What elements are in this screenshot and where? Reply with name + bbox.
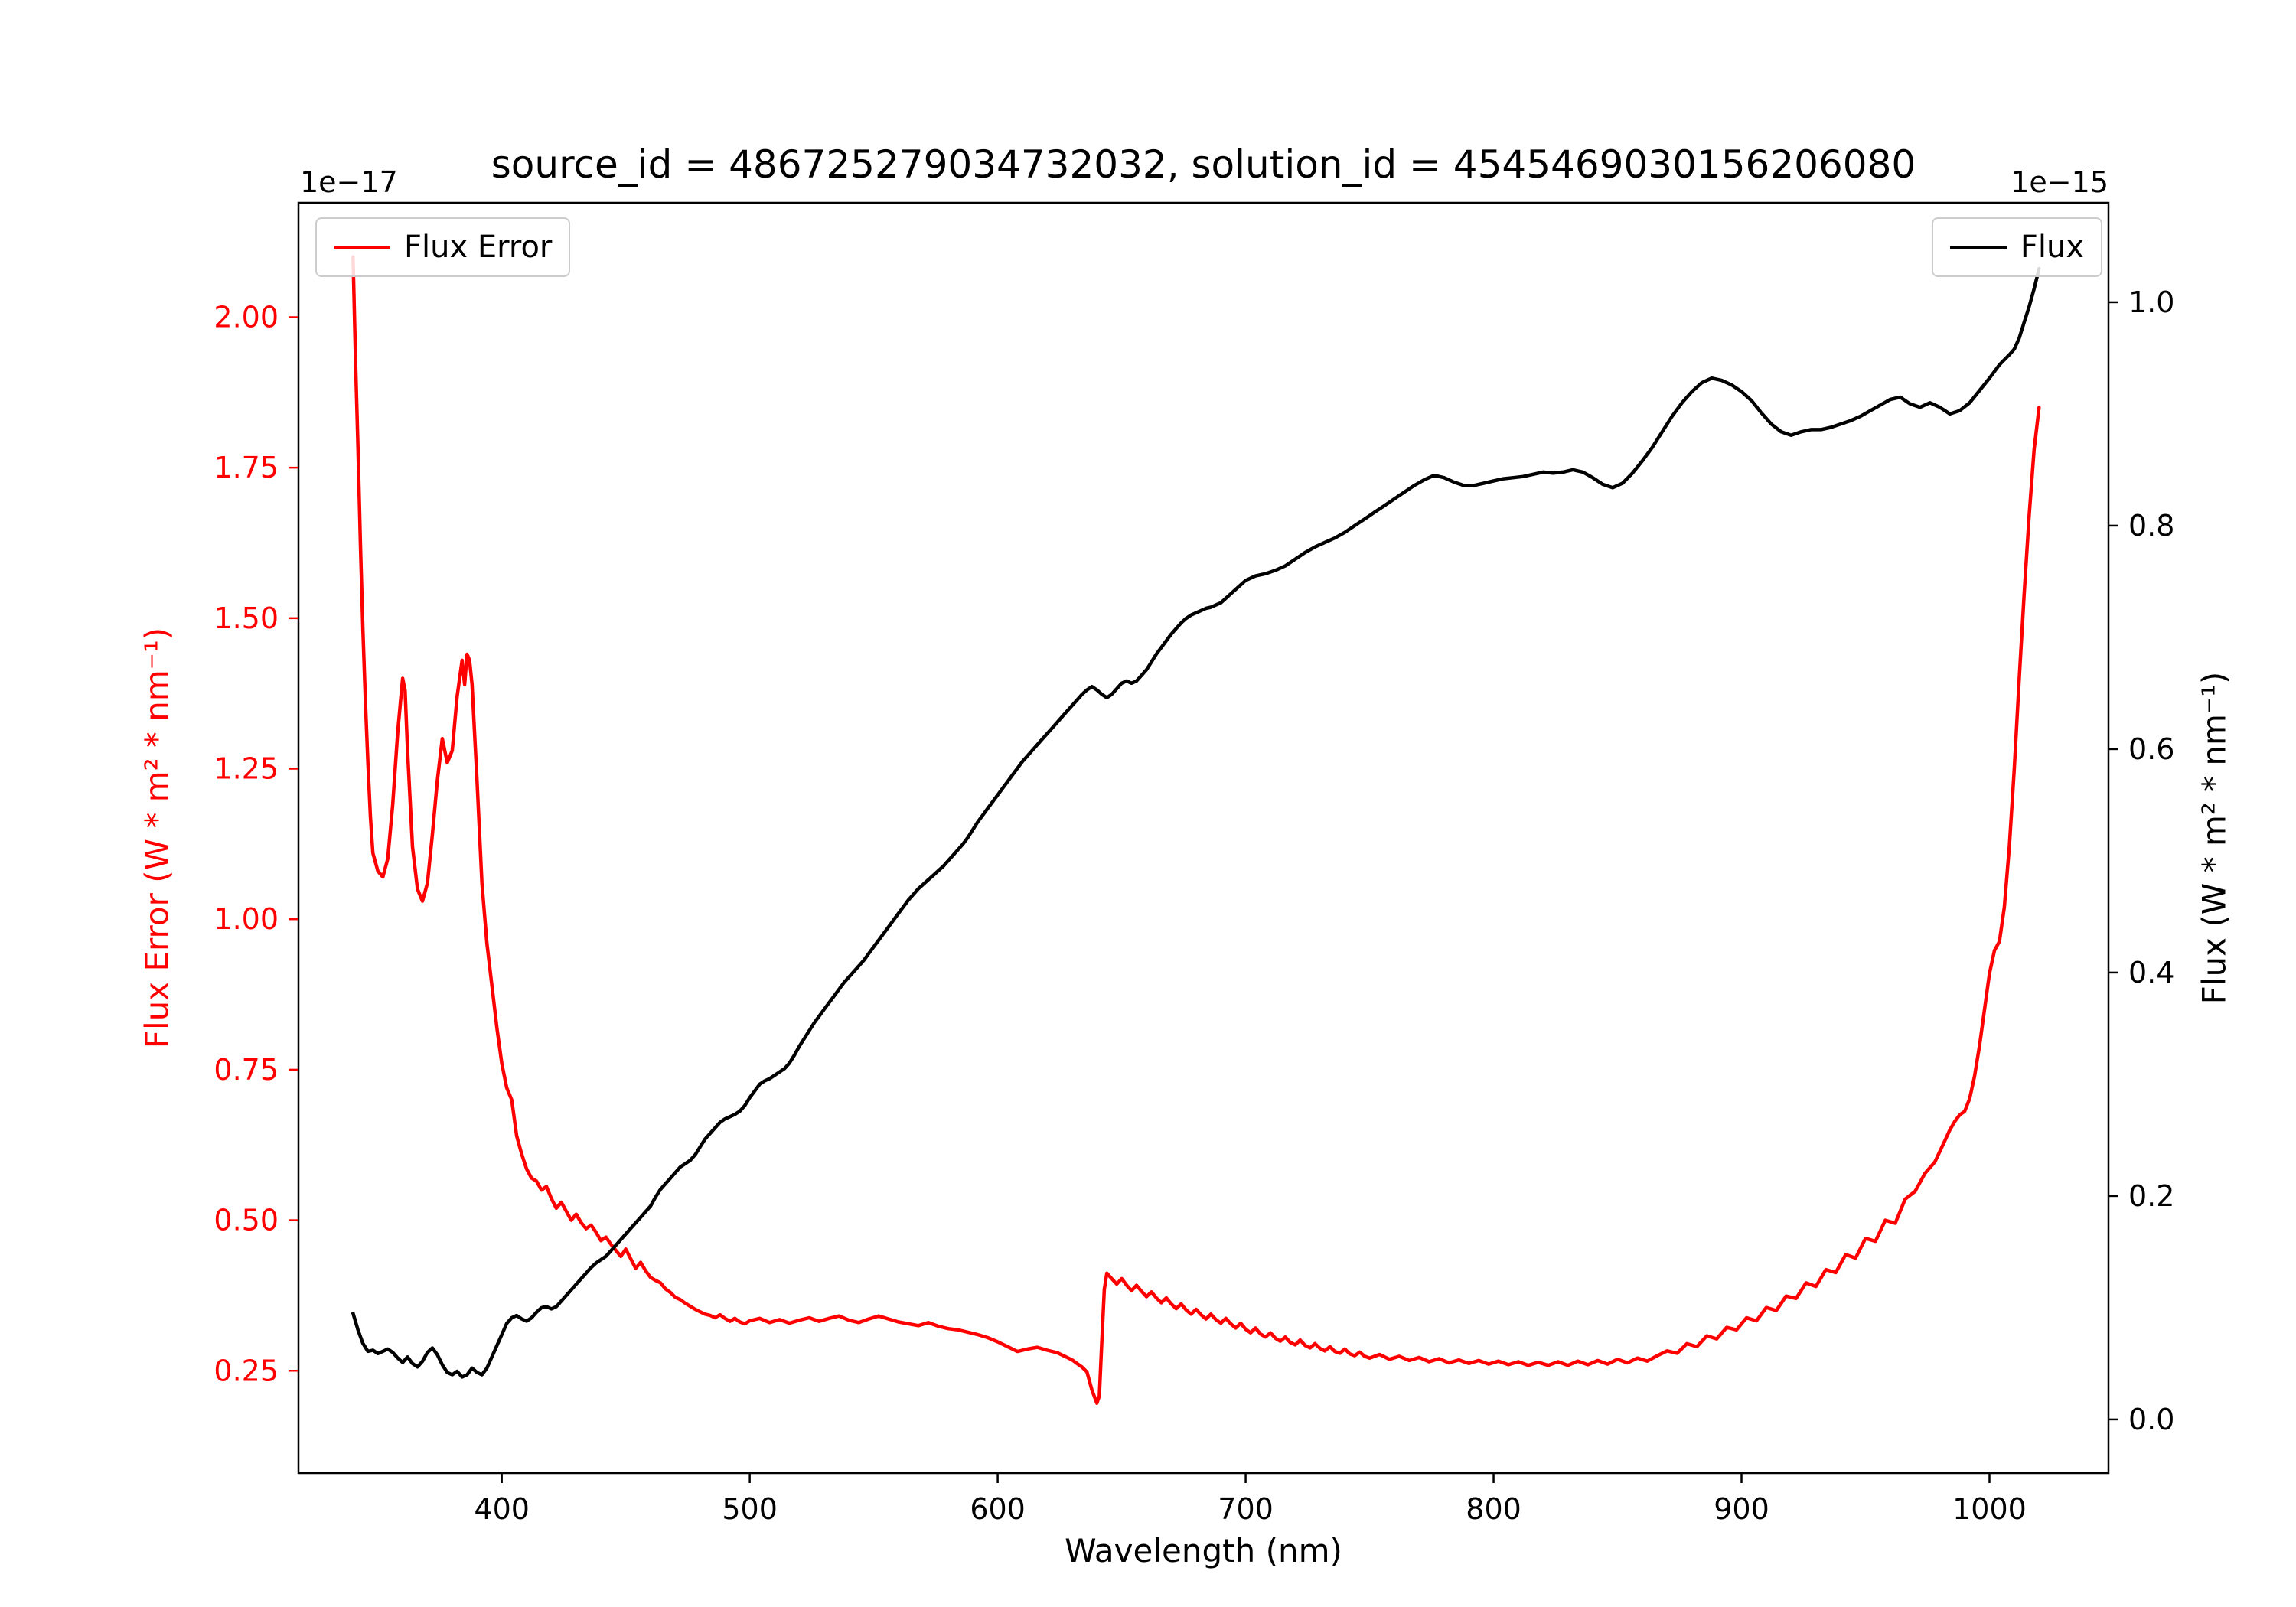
left-y-tick-label: 2.00	[214, 300, 279, 334]
left-y-tick-label: 1.25	[214, 752, 279, 786]
right-y-tick-label: 0.4	[2128, 956, 2174, 989]
right-y-tick-label: 0.8	[2128, 509, 2174, 543]
left-y-tick-label: 0.75	[214, 1053, 279, 1087]
left-y-tick-label: 0.25	[214, 1354, 279, 1387]
right-y-axis-label: Flux (W * m² * nm⁻¹)	[2195, 671, 2233, 1005]
x-tick-label: 700	[1218, 1492, 1274, 1526]
left-y-tick-label: 0.50	[214, 1204, 279, 1237]
x-tick-label: 400	[474, 1492, 530, 1526]
x-tick-label: 1000	[1952, 1492, 2027, 1526]
right-axis-offset-text: 1e−15	[2011, 165, 2108, 199]
right-y-tick-label: 0.2	[2128, 1179, 2174, 1213]
left-y-tick-label: 1.75	[214, 451, 279, 484]
flux-error-line	[351, 255, 2041, 1405]
flux-error-legend-label: Flux Error	[404, 230, 553, 265]
x-tick-label: 900	[1714, 1492, 1769, 1526]
left-y-tick-label: 1.50	[214, 601, 279, 635]
x-tick-label: 600	[970, 1492, 1026, 1526]
flux-error-legend-line-swatch	[334, 245, 390, 249]
x-tick-label: 500	[722, 1492, 778, 1526]
series-lines	[351, 255, 2041, 1405]
flux-legend-line-swatch	[1949, 245, 2007, 249]
legend-flux-error: Flux Error	[315, 217, 571, 277]
axes-frame	[297, 201, 2110, 1475]
left-axis-offset-text: 1e−17	[300, 165, 398, 199]
flux-legend-label: Flux	[2020, 230, 2084, 265]
right-y-tick-label: 0.6	[2128, 732, 2174, 766]
chart-title: source_id = 486725279034732032, solution…	[491, 142, 1916, 187]
x-axis-label: Wavelength (nm)	[1065, 1532, 1342, 1570]
left-y-axis-label: Flux Error (W * m² * nm⁻¹)	[138, 627, 176, 1049]
right-y-tick-label: 1.0	[2128, 285, 2174, 319]
flux-line	[351, 266, 2041, 1379]
right-y-tick-label: 0.0	[2128, 1403, 2174, 1436]
legend-flux: Flux	[1931, 217, 2102, 277]
left-y-tick-label: 1.00	[214, 902, 279, 936]
x-tick-label: 800	[1466, 1492, 1521, 1526]
